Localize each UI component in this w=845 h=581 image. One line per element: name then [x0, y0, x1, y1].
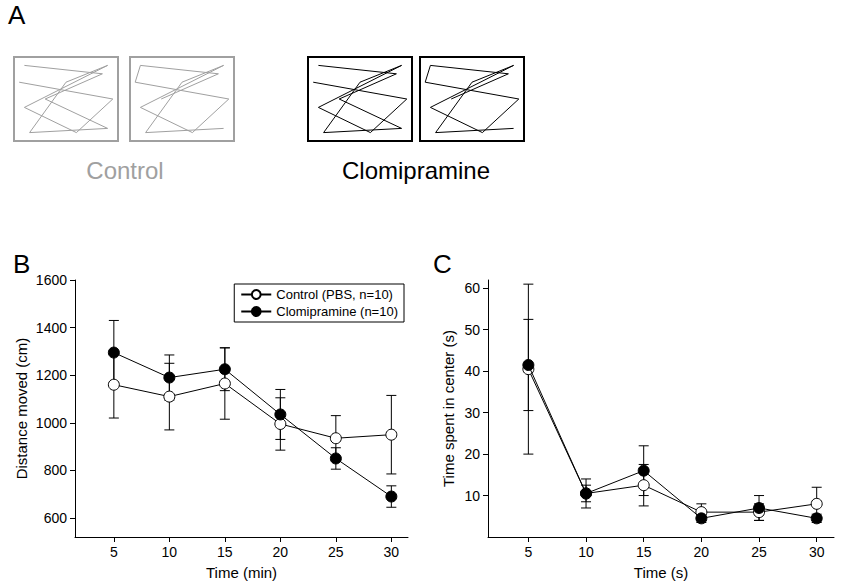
svg-text:15: 15 [636, 544, 652, 560]
svg-text:40: 40 [464, 363, 480, 379]
svg-text:Clomipramine (n=10): Clomipramine (n=10) [276, 304, 398, 319]
svg-text:30: 30 [464, 405, 480, 421]
svg-text:5: 5 [110, 544, 118, 560]
svg-text:1400: 1400 [36, 320, 67, 336]
svg-text:60: 60 [464, 280, 480, 296]
svg-text:30: 30 [384, 544, 400, 560]
svg-text:Clomipramine: Clomipramine [342, 157, 490, 184]
svg-text:10: 10 [578, 544, 594, 560]
svg-text:1600: 1600 [36, 272, 67, 288]
svg-text:10: 10 [162, 544, 178, 560]
svg-text:1000: 1000 [36, 415, 67, 431]
svg-text:Time spent in center (s): Time spent in center (s) [440, 330, 457, 487]
svg-text:Control: Control [86, 157, 163, 184]
svg-text:25: 25 [751, 544, 767, 560]
svg-text:15: 15 [217, 544, 233, 560]
svg-text:800: 800 [44, 462, 68, 478]
svg-text:A: A [8, 0, 26, 30]
svg-text:Time (min): Time (min) [206, 564, 277, 581]
svg-text:C: C [433, 249, 452, 279]
svg-text:5: 5 [524, 544, 532, 560]
svg-text:600: 600 [44, 510, 68, 526]
svg-text:B: B [13, 249, 30, 279]
svg-text:20: 20 [694, 544, 710, 560]
svg-text:25: 25 [328, 544, 344, 560]
svg-text:Control (PBS, n=10): Control (PBS, n=10) [276, 287, 393, 302]
svg-text:20: 20 [464, 446, 480, 462]
svg-text:1200: 1200 [36, 367, 67, 383]
svg-text:30: 30 [809, 544, 825, 560]
svg-text:50: 50 [464, 322, 480, 338]
svg-text:Time (s): Time (s) [634, 564, 688, 581]
svg-text:10: 10 [464, 488, 480, 504]
svg-text:20: 20 [273, 544, 289, 560]
svg-text:Distance moved (cm): Distance moved (cm) [13, 338, 30, 480]
